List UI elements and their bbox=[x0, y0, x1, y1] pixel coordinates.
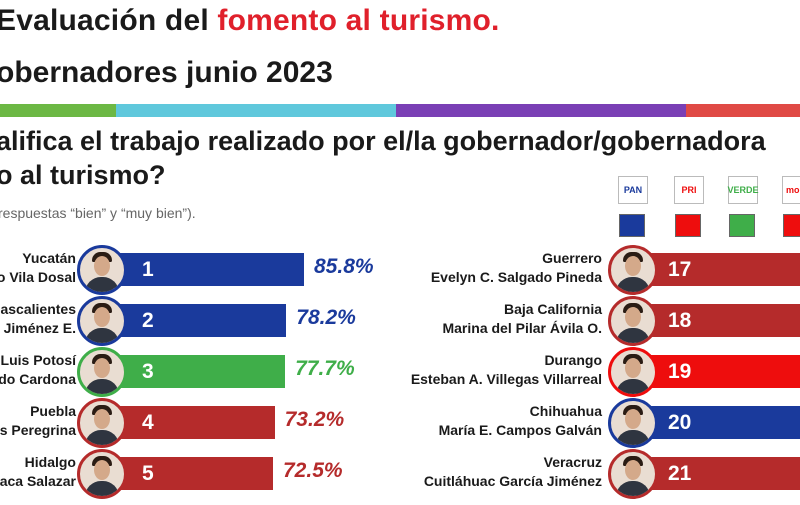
governor-photo bbox=[77, 398, 127, 448]
state-name: Hidalgo bbox=[24, 454, 76, 470]
governor-photo bbox=[608, 449, 658, 499]
survey-note: respuestas “bien” y “muy bien”). bbox=[0, 205, 196, 221]
governor-name: a Jiménez E. bbox=[0, 320, 76, 336]
governor-name: o Vila Dosal bbox=[0, 269, 76, 285]
governor-label: Baja California Marina del Pilar Ávila O. bbox=[442, 300, 602, 338]
party-color-swatch bbox=[675, 214, 701, 237]
rank-number: 20 bbox=[668, 410, 692, 434]
governor-label: Guerrero Evelyn C. Salgado Pineda bbox=[431, 249, 602, 287]
bar-2: 2 bbox=[112, 304, 287, 337]
band-red bbox=[686, 104, 800, 117]
governor-name: es Peregrina bbox=[0, 422, 76, 438]
data-label-2: 78.2% bbox=[296, 306, 356, 329]
state-name: Guerrero bbox=[542, 250, 602, 266]
bar-17: 17 bbox=[638, 253, 800, 286]
governor-photo bbox=[77, 296, 127, 346]
color-band bbox=[0, 104, 800, 117]
governor-label: Chihuahua María E. Campos Galván bbox=[439, 402, 602, 440]
governor-name: María E. Campos Galván bbox=[438, 422, 602, 438]
party-legend: PAN PRI VERDE more bbox=[618, 176, 800, 238]
governor-photo bbox=[608, 398, 658, 448]
party-logo-pan: PAN bbox=[618, 176, 648, 204]
page-title: Evaluación del fomento al turismo. bbox=[0, 4, 500, 37]
governor-photo bbox=[608, 245, 658, 295]
rank-number: 2 bbox=[142, 308, 154, 332]
band-purple bbox=[396, 104, 686, 117]
state-name: Veracruz bbox=[543, 454, 602, 470]
bar-4: 4 bbox=[112, 406, 275, 439]
data-label-1: 85.8% bbox=[314, 255, 374, 278]
party-color-swatch bbox=[729, 214, 755, 237]
page-subtitle: obernadores junio 2023 bbox=[0, 56, 333, 89]
party-pvem: VERDE bbox=[728, 176, 759, 237]
party-pri: PRI bbox=[674, 176, 704, 237]
governor-photo bbox=[608, 296, 658, 346]
party-color-swatch bbox=[619, 214, 645, 237]
governor-label: Veracruz Cuitláhuac García Jiménez bbox=[424, 453, 602, 491]
rank-number: 17 bbox=[668, 257, 692, 281]
governor-name: do Cardona bbox=[0, 371, 76, 387]
governor-photo bbox=[608, 347, 658, 397]
state-name: Puebla bbox=[30, 403, 76, 419]
bar-19: 19 bbox=[638, 355, 800, 388]
party-color-swatch bbox=[783, 214, 800, 237]
governor-name: Cuitláhuac García Jiménez bbox=[423, 473, 602, 489]
governor-name: Marina del Pilar Ávila O. bbox=[442, 320, 602, 336]
bar-21: 21 bbox=[638, 457, 800, 490]
bar-1: 1 bbox=[112, 253, 304, 286]
rank-number: 18 bbox=[668, 308, 692, 332]
state-name: Chihuahua bbox=[529, 403, 602, 419]
title-highlight: fomento al turismo. bbox=[217, 4, 500, 37]
rank-number: 5 bbox=[142, 461, 154, 485]
survey-question: alifica el trabajo realizado por el/la g… bbox=[0, 126, 766, 190]
state-name: n Luis Potosí bbox=[0, 352, 76, 368]
state-name: Yucatán bbox=[22, 250, 76, 266]
governor-photo bbox=[77, 449, 127, 499]
state-name: nascalientes bbox=[0, 301, 76, 317]
party-logo-pvem: VERDE bbox=[728, 176, 759, 204]
party-pan: PAN bbox=[618, 176, 648, 237]
governor-label: Durango Esteban A. Villegas Villarreal bbox=[411, 351, 602, 389]
data-label-5: 72.5% bbox=[283, 459, 343, 482]
governor-label: Puebla es Peregrina bbox=[0, 402, 76, 440]
state-name: Durango bbox=[544, 352, 602, 368]
governor-name: naca Salazar bbox=[0, 473, 76, 489]
rank-number: 4 bbox=[142, 410, 154, 434]
bar-3: 3 bbox=[112, 355, 286, 388]
governor-photo bbox=[77, 245, 127, 295]
governor-label: nascalientes a Jiménez E. bbox=[0, 300, 76, 338]
governor-label: Yucatán o Vila Dosal bbox=[0, 249, 76, 287]
governor-name: Evelyn C. Salgado Pineda bbox=[430, 269, 602, 285]
governor-label: n Luis Potosí do Cardona bbox=[0, 351, 76, 389]
rank-number: 21 bbox=[668, 461, 692, 485]
party-morena: more bbox=[782, 176, 800, 237]
rank-number: 1 bbox=[142, 257, 154, 281]
state-name: Baja California bbox=[503, 301, 602, 317]
band-cyan bbox=[116, 104, 396, 117]
governor-label: Hidalgo naca Salazar bbox=[0, 453, 76, 491]
band-green bbox=[0, 104, 116, 117]
rank-number: 19 bbox=[668, 359, 692, 383]
data-label-4: 73.2% bbox=[284, 408, 345, 431]
bar-20: 20 bbox=[638, 406, 800, 439]
party-logo-morena: more bbox=[782, 176, 800, 204]
party-logo-pri: PRI bbox=[674, 176, 704, 204]
bar-5: 5 bbox=[112, 457, 273, 490]
governor-photo bbox=[77, 347, 127, 397]
bar-18: 18 bbox=[638, 304, 800, 337]
governor-name: Esteban A. Villegas Villarreal bbox=[410, 371, 602, 387]
data-label-3: 77.7% bbox=[295, 357, 355, 380]
rank-number: 3 bbox=[142, 359, 154, 383]
